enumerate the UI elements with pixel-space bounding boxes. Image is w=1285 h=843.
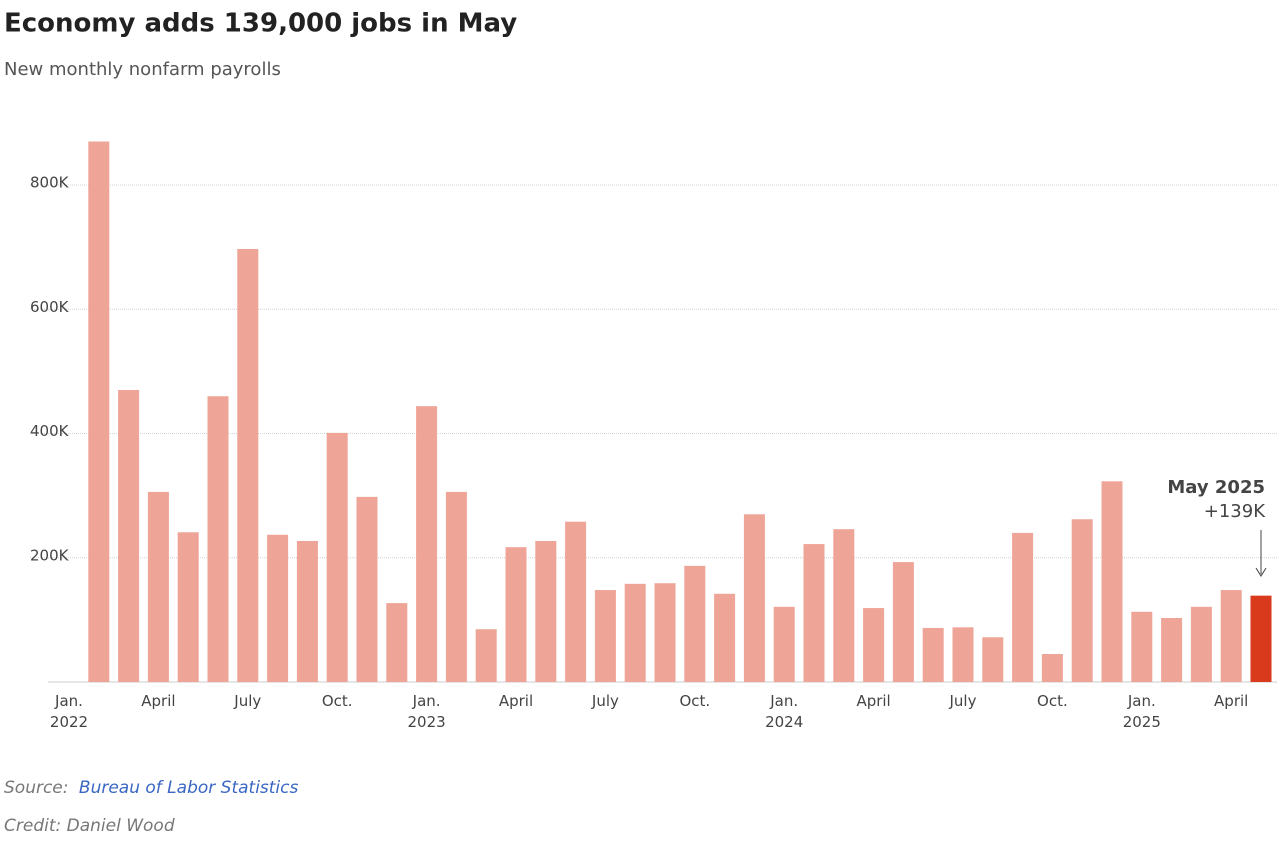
x-tick-label-line: Oct.: [679, 692, 710, 710]
x-tick-label: Oct.: [679, 692, 710, 710]
bar: [1131, 611, 1153, 682]
x-tick-label: April: [499, 692, 533, 710]
bar: [386, 603, 408, 682]
bar: [505, 547, 527, 682]
bar: [296, 540, 318, 682]
bar: [892, 562, 914, 682]
annotation-text: +139K: [1204, 501, 1266, 522]
x-tick-label-line: 2023: [408, 713, 446, 731]
x-tick-label-line: April: [499, 692, 533, 710]
bar: [565, 521, 587, 682]
source-link[interactable]: Bureau of Labor Statistics: [79, 778, 299, 798]
x-tick-label: Jan. 2023: [408, 692, 446, 731]
bar: [475, 629, 497, 682]
y-tick-label: 400K: [30, 422, 70, 440]
bar: [922, 627, 944, 682]
bar: [445, 491, 467, 682]
chart-subtitle: New monthly nonfarm payrolls: [4, 59, 281, 80]
x-tick-label: July: [949, 692, 977, 710]
x-tick-label: April: [141, 692, 175, 710]
x-tick-label-line: Jan.: [769, 692, 798, 710]
bar: [1190, 606, 1212, 682]
bar: [207, 396, 229, 682]
bar: [833, 529, 855, 682]
bar: [237, 248, 259, 682]
credit: Credit: Daniel Wood: [4, 816, 175, 836]
x-tick-label: Oct.: [322, 692, 353, 710]
x-tick-label-line: Oct.: [322, 692, 353, 710]
x-tick-label-line: 2024: [765, 713, 803, 731]
x-tick-label-line: July: [591, 692, 619, 710]
bar: [743, 514, 765, 682]
bar: [714, 593, 736, 682]
x-tick-label-line: Jan.: [54, 692, 83, 710]
bar: [1161, 618, 1183, 682]
plot: 200K 400K 600K 800K Jan. 2022 April July Oct. Jan…: [30, 141, 1277, 731]
bar: [177, 532, 199, 682]
bar: [535, 540, 557, 682]
bar: [982, 637, 1004, 682]
x-tick-label: April: [1214, 692, 1248, 710]
bar: [416, 406, 438, 682]
bar: [952, 627, 974, 682]
x-tick-label-line: July: [233, 692, 261, 710]
x-tick-label: Oct.: [1037, 692, 1068, 710]
y-tick-label: 800K: [30, 174, 70, 192]
bar: [773, 606, 795, 682]
x-tick-label: Jan. 2022: [50, 692, 88, 731]
bar: [1250, 595, 1272, 682]
bar: [356, 496, 378, 682]
x-tick-label: Jan. 2025: [1123, 692, 1161, 731]
source-prefix: Source:: [4, 778, 69, 798]
x-tick-label-line: 2022: [50, 713, 88, 731]
bar: [1041, 654, 1063, 682]
bar: [684, 565, 706, 682]
x-tick-label: April: [856, 692, 890, 710]
bar: [863, 608, 885, 682]
x-tick-label-line: April: [141, 692, 175, 710]
chart-title: Economy adds 139,000 jobs in May: [4, 9, 517, 39]
bar: [1220, 590, 1242, 682]
x-tick-label-line: Jan.: [412, 692, 441, 710]
bar: [88, 141, 110, 682]
x-tick-label-line: Oct.: [1037, 692, 1068, 710]
bar: [1012, 532, 1034, 682]
y-tick-label: 600K: [30, 298, 70, 316]
source: Source: Bureau of Labor Statistics: [4, 778, 299, 798]
x-tick-label-line: July: [949, 692, 977, 710]
annotation-title: May 2025: [1167, 477, 1265, 498]
bar: [1101, 481, 1123, 682]
x-tick-label: July: [591, 692, 619, 710]
x-tick-label-line: Jan.: [1127, 692, 1156, 710]
bar: [803, 544, 825, 682]
bar: [118, 390, 140, 682]
bar: [147, 491, 169, 682]
bar: [267, 534, 289, 682]
x-tick-label-line: 2025: [1123, 713, 1161, 731]
x-tick-label: July: [233, 692, 261, 710]
x-tick-label: Jan. 2024: [765, 692, 803, 731]
bar: [594, 590, 616, 682]
bar: [326, 432, 348, 682]
bar: [1071, 519, 1093, 682]
annotation-arrowhead: [1255, 567, 1267, 577]
y-tick-label: 200K: [30, 546, 70, 564]
x-tick-label-line: April: [1214, 692, 1248, 710]
x-tick-label-line: April: [856, 692, 890, 710]
bar: [624, 583, 646, 682]
bar: [654, 583, 676, 682]
